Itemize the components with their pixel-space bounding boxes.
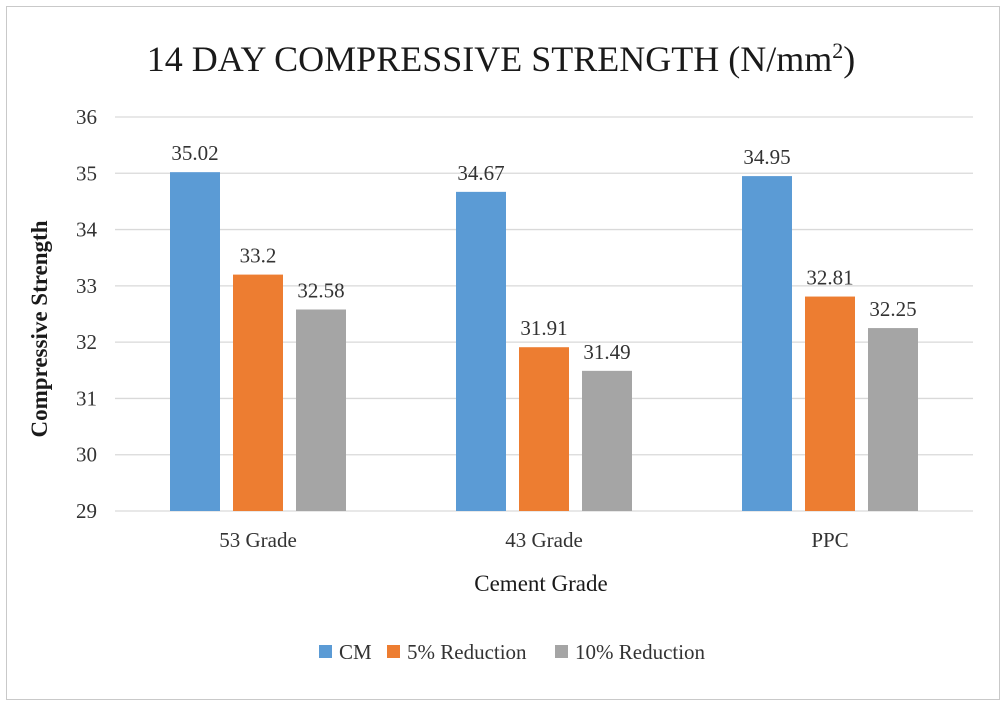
bar-5-reduction-2: [805, 296, 855, 511]
legend-label: CM: [339, 640, 372, 664]
chart-title-main: 14 DAY COMPRESSIVE STRENGTH (N/mm: [147, 39, 832, 79]
y-tick-labels: 29 30 31 32 33 34 35 36: [76, 105, 98, 523]
legend: CM 5% Reduction 10% Reduction: [319, 640, 706, 664]
value-label: 33.2: [240, 244, 277, 268]
value-label: 32.25: [869, 297, 916, 321]
legend-label: 5% Reduction: [407, 640, 527, 664]
legend-swatch: [555, 645, 568, 658]
bar-5-reduction-1: [519, 347, 569, 511]
x-tick-label: PPC: [811, 528, 848, 552]
x-tick-label: 43 Grade: [505, 528, 583, 552]
value-label: 31.91: [520, 316, 567, 340]
y-tick-label: 34: [76, 218, 98, 242]
x-tick-label: 53 Grade: [219, 528, 297, 552]
value-label: 34.95: [743, 145, 790, 169]
bar-10-reduction-0: [296, 309, 346, 511]
y-tick-label: 36: [76, 105, 97, 129]
y-tick-label: 29: [76, 499, 97, 523]
y-tick-label: 33: [76, 274, 97, 298]
x-tick-labels: 53 Grade 43 Grade PPC: [219, 528, 848, 552]
bar-cm-0: [170, 172, 220, 511]
bar-cm-2: [742, 176, 792, 511]
bar-5-reduction-0: [233, 274, 283, 511]
bar-cm-1: [456, 191, 506, 512]
chart-title-suffix: ): [843, 39, 855, 79]
value-label: 32.81: [806, 266, 853, 290]
value-label: 35.02: [171, 141, 218, 165]
legend-swatch: [319, 645, 332, 658]
value-label: 34.67: [457, 161, 504, 185]
bars: [170, 172, 918, 512]
y-axis-title: Compressive Strength: [27, 220, 52, 437]
y-tick-label: 31: [76, 386, 97, 410]
bar-10-reduction-1: [582, 370, 632, 511]
x-axis-title: Cement Grade: [474, 571, 607, 596]
legend-swatch: [387, 645, 400, 658]
legend-label: 10% Reduction: [575, 640, 706, 664]
chart-frame: 14 DAY COMPRESSIVE STRENGTH (N/mm2) 29 30…: [6, 6, 1000, 700]
y-tick-label: 32: [76, 330, 97, 354]
chart-title-superscript: 2: [832, 38, 843, 63]
value-label: 32.58: [297, 278, 344, 302]
y-tick-label: 35: [76, 161, 97, 185]
bar-10-reduction-2: [868, 328, 918, 511]
y-tick-label: 30: [76, 443, 97, 467]
value-labels: 35.02 33.2 32.58 34.67 31.91 31.49 34.95 32.81 3…: [171, 141, 916, 364]
value-label: 31.49: [583, 340, 630, 364]
chart-svg: 14 DAY COMPRESSIVE STRENGTH (N/mm2) 29 30…: [27, 38, 973, 664]
chart-title: 14 DAY COMPRESSIVE STRENGTH (N/mm2): [147, 38, 855, 79]
